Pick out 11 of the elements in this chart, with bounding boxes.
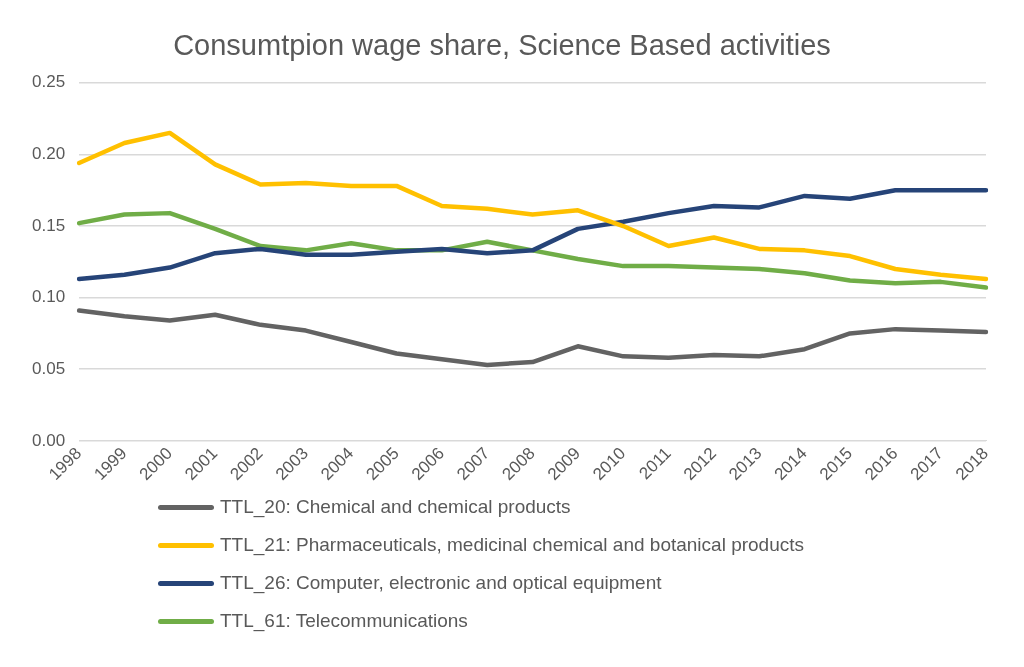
legend-label: TTL_26: Computer, electronic and optical equipment: [220, 572, 662, 594]
y-tick-label: 0.20: [31, 144, 66, 164]
y-tick-label: 0.05: [31, 358, 66, 378]
chart-title: Consumtpion wage share, Science Based activities: [173, 29, 831, 62]
y-tick-label: 0.10: [31, 287, 66, 307]
legend-label: TTL_20: Chemical and chemical products: [220, 496, 571, 518]
y-tick-label: 0.15: [31, 215, 66, 235]
legend-label: TTL_61: Telecommunications: [220, 610, 468, 632]
legend-label: TTL_21: Pharmaceuticals, medicinal chemical and botanical products: [220, 534, 805, 556]
y-tick-label: 0.00: [31, 430, 66, 450]
y-tick-label: 0.25: [31, 72, 66, 92]
